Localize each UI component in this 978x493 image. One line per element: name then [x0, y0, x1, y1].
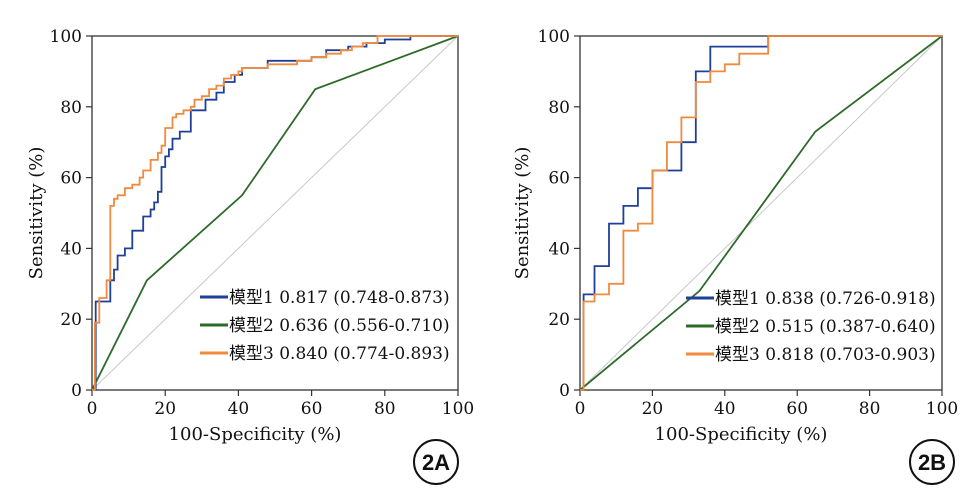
x-tick-label: 0 — [87, 399, 98, 419]
x-tick-label: 40 — [228, 399, 250, 419]
y-tick-label: 20 — [548, 310, 570, 330]
x-tick-label: 20 — [642, 399, 664, 419]
y-tick-label: 80 — [548, 98, 570, 118]
panel-tag-label: 2B — [918, 450, 946, 475]
legend-label-model1: 模型1 0.817 (0.748-0.873) — [229, 288, 450, 308]
y-tick-label: 0 — [71, 381, 82, 401]
x-axis-title: 100-Specificity (%) — [169, 424, 342, 445]
reference-diagonal — [91, 35, 459, 391]
x-tick-label: 60 — [786, 399, 808, 419]
y-tick-label: 40 — [60, 239, 82, 259]
panel-tag-label: 2A — [422, 450, 450, 475]
roc-line-model3 — [92, 35, 458, 391]
x-axis-title: 100-Specificity (%) — [655, 424, 828, 445]
y-tick-label: 0 — [559, 381, 570, 401]
y-tick-label: 100 — [50, 27, 82, 47]
x-tick-label: 0 — [575, 399, 586, 419]
legend-label-model2: 模型2 0.515 (0.387-0.640) — [715, 317, 936, 337]
reference-diagonal — [579, 35, 943, 391]
y-tick-label: 80 — [60, 98, 82, 118]
x-tick-label: 100 — [442, 399, 474, 419]
x-tick-label: 60 — [301, 399, 323, 419]
roc-line-model2 — [91, 35, 459, 391]
y-tick-label: 60 — [60, 169, 82, 189]
legend-label-model3: 模型3 0.818 (0.703-0.903) — [715, 345, 936, 365]
x-tick-label: 100 — [926, 399, 958, 419]
x-tick-label: 80 — [374, 399, 396, 419]
y-tick-label: 100 — [538, 27, 570, 47]
panel-tag-circle — [909, 439, 955, 485]
y-tick-label: 40 — [548, 239, 570, 259]
plot-frame — [91, 35, 459, 391]
legend-label-model3: 模型3 0.840 (0.774-0.893) — [229, 344, 450, 364]
y-axis-title: Sensitivity (%) — [26, 147, 47, 280]
roc-line-model2 — [579, 35, 943, 391]
chart-panel-2A: 0 20 40 60 80 100 0 20 40 60 80 100 100-Specificity … — [26, 27, 474, 485]
legend-label-model2: 模型2 0.636 (0.556-0.710) — [229, 316, 450, 336]
roc-line-model3 — [580, 35, 942, 391]
panel-tag-circle — [413, 439, 459, 485]
x-tick-label: 40 — [714, 399, 736, 419]
y-axis-title: Sensitivity (%) — [512, 147, 533, 280]
x-tick-label: 20 — [154, 399, 176, 419]
y-tick-label: 60 — [548, 169, 570, 189]
y-tick-label: 20 — [60, 310, 82, 330]
x-tick-label: 80 — [859, 399, 881, 419]
legend-label-model1: 模型1 0.838 (0.726-0.918) — [715, 289, 936, 309]
chart-panel-2B: 0 20 40 60 80 100 0 20 40 60 80 100 100-Specificity … — [512, 27, 958, 485]
plot-frame — [579, 35, 943, 391]
